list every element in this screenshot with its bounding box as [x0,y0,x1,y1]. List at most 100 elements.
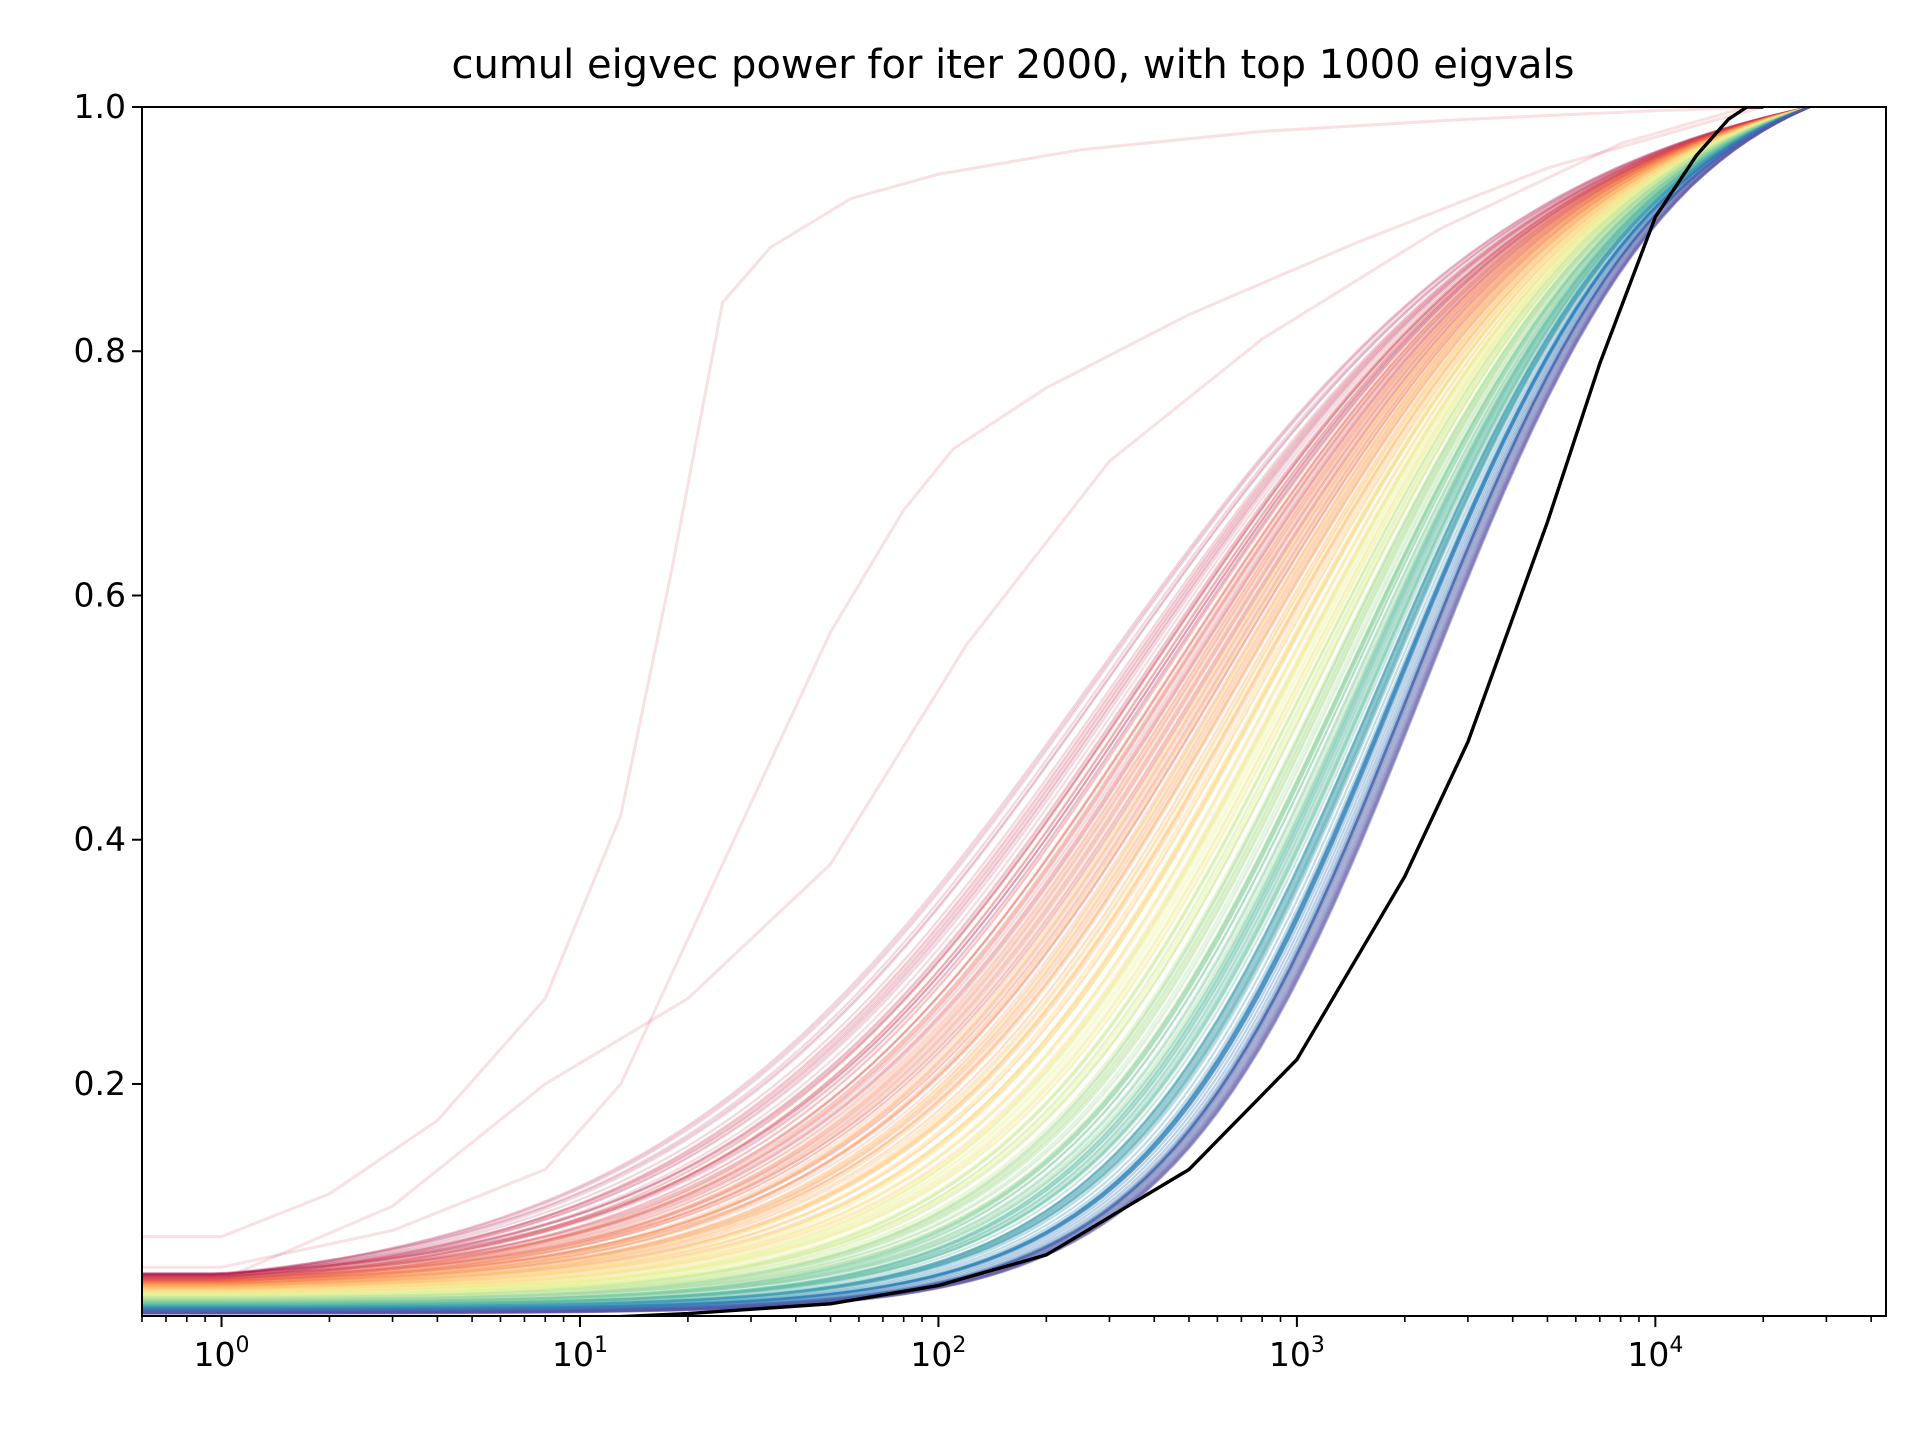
band-series-line [142,107,1811,1284]
band-series-line [142,107,1811,1305]
band-series-line [142,107,1811,1297]
band-series-line [142,107,1811,1310]
band-series-line [142,107,1811,1305]
band-series-line [142,107,1811,1283]
band-series-line [142,107,1811,1307]
band-series-line [142,107,1811,1293]
band-series-line [142,107,1811,1296]
band-series-line [142,107,1811,1309]
band-series-line [142,107,1811,1285]
band-series-line [142,107,1811,1282]
band-series-line [142,107,1811,1286]
y-tick-label: 0.8 [74,331,126,370]
x-tick-exponent: 4 [1669,1333,1683,1358]
band-series-line [142,107,1811,1304]
band-series-line [142,107,1811,1295]
band-series-line [142,107,1811,1312]
band-series-line [142,107,1811,1295]
band-series-line [142,107,1811,1282]
band-series-line [142,107,1811,1302]
band-series-line [142,107,1811,1280]
band-series-line [142,107,1811,1275]
x-tick-base: 10 [194,1335,236,1374]
band-series-line [142,107,1811,1301]
x-tick-base: 10 [910,1335,952,1374]
band-series-line [142,107,1811,1290]
band-series-line [142,107,1811,1311]
band-series-line [142,107,1811,1279]
band-series-line [142,107,1811,1292]
band-series-line [142,107,1811,1281]
band-series-line [142,107,1811,1277]
band-series-line [142,107,1811,1311]
band-series-line [142,107,1811,1310]
band-series-line [142,107,1811,1275]
outlier-series-line [142,107,1764,1269]
band-series-line [142,107,1811,1300]
band-series-line [142,107,1811,1281]
band-series-line [142,107,1811,1285]
band-series-line [142,107,1811,1275]
band-series-line [142,107,1811,1299]
y-tick-label: 0.2 [74,1064,126,1103]
band-series-line [142,107,1811,1287]
band-series-line [142,107,1811,1302]
band-series-line [142,107,1811,1303]
band-series-line [142,107,1811,1304]
band-series-line [142,107,1811,1297]
band-series-line [142,107,1811,1296]
band-series-line [142,107,1811,1300]
band-series-line [142,107,1811,1311]
band-series-line [142,107,1811,1281]
y-axis: 0.2 0.4 0.6 0.8 1.0 [74,87,142,1103]
band-series-line [142,107,1811,1281]
band-series-line [142,107,1811,1283]
band-series-line [142,107,1811,1279]
band-series-line [142,107,1811,1297]
band-series-line [142,107,1811,1284]
chart-title: cumul eigvec power for iter 2000, with t… [451,42,1574,88]
x-tick-label: 104 [1627,1333,1683,1374]
band-series-line [142,107,1811,1294]
band-series-line [142,107,1811,1305]
band-series-line [142,107,1811,1306]
band-series-line [142,107,1811,1306]
band-series-line [142,107,1811,1291]
band-series-line [142,107,1811,1277]
band-series-line [142,107,1811,1288]
band-series-line [142,107,1811,1290]
band-series-line [142,107,1811,1288]
band-series-line [142,107,1811,1300]
band-series-line [142,107,1811,1301]
band-series-line [142,107,1811,1282]
band-series-line [142,107,1811,1287]
band-series-line [142,107,1811,1306]
outlier-series-line [142,107,1748,1281]
band-series-line [142,107,1811,1294]
band-series-line [142,107,1811,1304]
x-tick-exponent: 0 [236,1333,250,1358]
band-series-line [142,107,1811,1301]
band-series-line [142,107,1811,1278]
band-series-line [142,107,1811,1275]
band-series-line [142,107,1811,1278]
band-series-line [142,107,1811,1292]
band-series-line [142,107,1811,1286]
band-series-line [142,107,1811,1292]
band-series-line [142,107,1811,1288]
band-series-line [142,107,1811,1295]
band-series-line [142,107,1811,1287]
band-series-line [142,107,1811,1297]
band-series-line [142,107,1811,1282]
band-series-line [142,107,1811,1291]
band-series-line [142,107,1811,1304]
band-series-line [142,107,1811,1289]
band-series-line [142,107,1811,1286]
band-series-line [142,107,1811,1279]
x-tick-label: 103 [1269,1333,1325,1374]
band-series-line [142,107,1811,1288]
band-series-line [142,107,1811,1304]
band-series-line [142,107,1811,1287]
band-series-line [142,107,1811,1285]
band-series-line [142,107,1811,1283]
